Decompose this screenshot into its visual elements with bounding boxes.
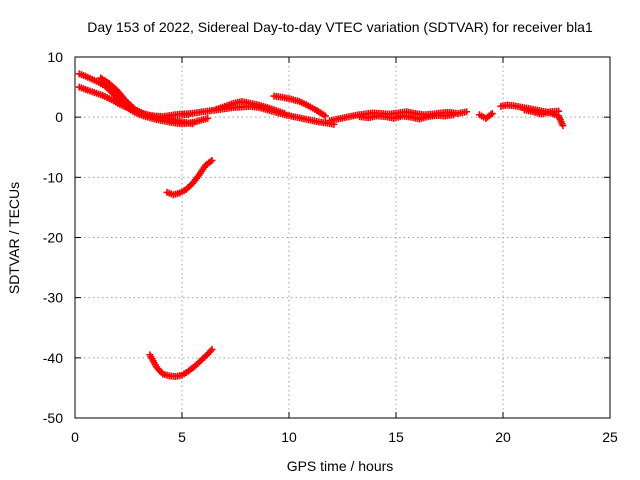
y-tick-label: -30	[43, 290, 63, 306]
y-tick-label: -40	[43, 350, 63, 366]
x-tick-label: 15	[388, 429, 404, 445]
series-arc-1	[75, 70, 212, 128]
series-arc-10	[497, 101, 567, 130]
series-arc-12	[163, 156, 216, 199]
x-tick-label: 0	[71, 429, 79, 445]
y-tick-label: 10	[47, 49, 63, 65]
data-point	[463, 108, 471, 116]
y-tick-label: 0	[55, 109, 63, 125]
data-point	[488, 110, 496, 118]
data-point	[189, 120, 197, 128]
series-arc-11	[520, 106, 563, 118]
data-point	[208, 156, 216, 164]
data-point	[208, 345, 216, 353]
data-point	[450, 111, 458, 119]
x-tick-label: 5	[178, 429, 186, 445]
series-arc-9	[475, 110, 496, 122]
y-tick-label: -20	[43, 230, 63, 246]
data-point	[555, 107, 563, 115]
x-tick-label: 25	[602, 429, 618, 445]
data-point	[559, 122, 567, 130]
series-arc-6	[270, 92, 329, 120]
data-point	[281, 110, 289, 118]
y-tick-label: -50	[43, 410, 63, 426]
x-tick-label: 10	[281, 429, 297, 445]
data-points	[75, 70, 567, 380]
series-arc-8	[356, 111, 458, 123]
data-point	[204, 114, 212, 122]
x-tick-label: 20	[495, 429, 511, 445]
y-tick-label: -10	[43, 169, 63, 185]
series-arc-5	[212, 98, 289, 118]
grid-lines	[75, 57, 610, 418]
chart-title: Day 153 of 2022, Sidereal Day-to-day VTE…	[87, 19, 593, 35]
x-axis-label: GPS time / hours	[287, 458, 394, 474]
y-axis-label: SDTVAR / TECUs	[6, 182, 22, 294]
series-arc-13	[146, 345, 216, 380]
series-arc-2	[75, 83, 192, 121]
data-point	[321, 112, 329, 120]
series-arc-3	[97, 74, 197, 128]
axis-ticks: 0 5 10 15 20 25 -50 -40 -30 -20 -10 0 10	[43, 49, 618, 445]
